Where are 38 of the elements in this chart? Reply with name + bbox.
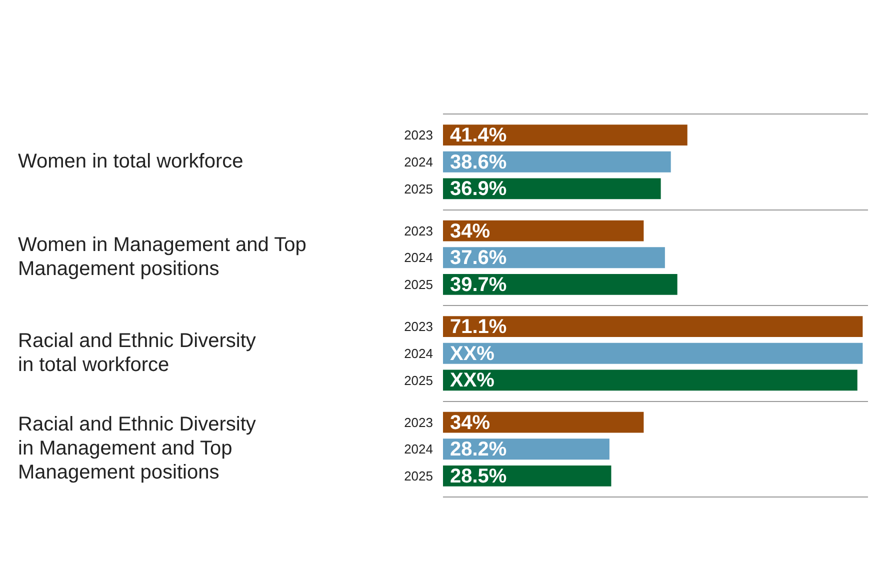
- bar: [443, 151, 671, 172]
- text: 2024: [404, 250, 433, 266]
- bar: [443, 316, 863, 338]
- data-label: 37.6%: [450, 247, 507, 270]
- data-label: 36.9%: [450, 178, 507, 200]
- data-label: 38.6%: [450, 151, 507, 174]
- y-tick-label: Women in Management and Top Management positions: [18, 234, 306, 280]
- bar: [443, 274, 678, 295]
- data-label: 34%: [450, 220, 490, 242]
- data-label: 71.1%: [450, 316, 507, 338]
- bar: [443, 247, 665, 268]
- series-label: 2023: [404, 128, 433, 143]
- text: 2024: [404, 346, 433, 361]
- bar: [443, 124, 688, 146]
- text: 2023: [404, 319, 433, 334]
- text: 2023: [404, 223, 433, 238]
- bar: [443, 220, 644, 242]
- data-label: 28.5%: [450, 465, 507, 488]
- bar: [443, 370, 858, 391]
- y-tick-label: Racial and Ethnic Diversity in total workforce: [18, 330, 256, 376]
- y-tick-label: Women in total workforce: [18, 150, 244, 172]
- text: 2024: [404, 442, 433, 457]
- bar: [443, 412, 644, 433]
- data-label: 41.4%: [450, 124, 507, 147]
- text: 2025: [404, 277, 433, 292]
- data-label: XX%: [450, 370, 495, 392]
- series-label: 2025: [404, 181, 433, 196]
- text: 2025: [404, 468, 433, 484]
- data-label: 28.2%: [450, 438, 507, 461]
- data-label: 39.7%: [450, 274, 507, 296]
- text: 2025: [404, 372, 433, 388]
- series-label: 2024: [404, 154, 433, 170]
- bar: [443, 342, 863, 364]
- y-tick-label: Racial and Ethnic Diversity in Management and Top Management positions: [18, 414, 256, 484]
- bar: [443, 178, 661, 200]
- data-label: XX%: [450, 342, 495, 365]
- data-label: 34%: [450, 412, 490, 434]
- text: 2023: [404, 414, 433, 430]
